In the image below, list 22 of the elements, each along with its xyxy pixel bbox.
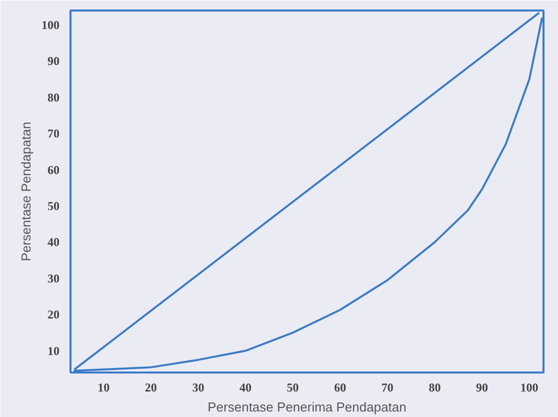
x-tick-label: 30 bbox=[192, 380, 204, 394]
x-tick-label: 10 bbox=[98, 380, 110, 394]
x-axis-title: Persentase Penerima Pendapatan bbox=[208, 400, 406, 414]
y-tick-label: 50 bbox=[48, 198, 60, 213]
y-tick-label: 30 bbox=[48, 271, 60, 286]
y-axis-title: Persentase Pendapatan bbox=[18, 122, 34, 262]
y-tick-label: 80 bbox=[48, 90, 60, 104]
x-tick-label: 50 bbox=[286, 380, 299, 394]
x-tick-label: 80 bbox=[428, 380, 441, 394]
x-tick-label: 70 bbox=[381, 380, 394, 394]
x-tick-label: 90 bbox=[476, 380, 488, 394]
y-tick-label: 60 bbox=[48, 162, 60, 177]
y-tick-label: 70 bbox=[48, 126, 60, 141]
x-tick-label: 40 bbox=[240, 380, 252, 394]
y-tick-label: 40 bbox=[48, 235, 60, 250]
y-tick-label: 90 bbox=[48, 54, 60, 68]
x-tick-label: 60 bbox=[334, 380, 346, 394]
y-tick-label: 20 bbox=[48, 308, 60, 322]
x-tick-label: 20 bbox=[144, 380, 157, 394]
y-tick-label: 10 bbox=[48, 344, 60, 358]
x-tick-label: 100 bbox=[520, 380, 538, 394]
y-tick-label: 100 bbox=[42, 18, 60, 32]
